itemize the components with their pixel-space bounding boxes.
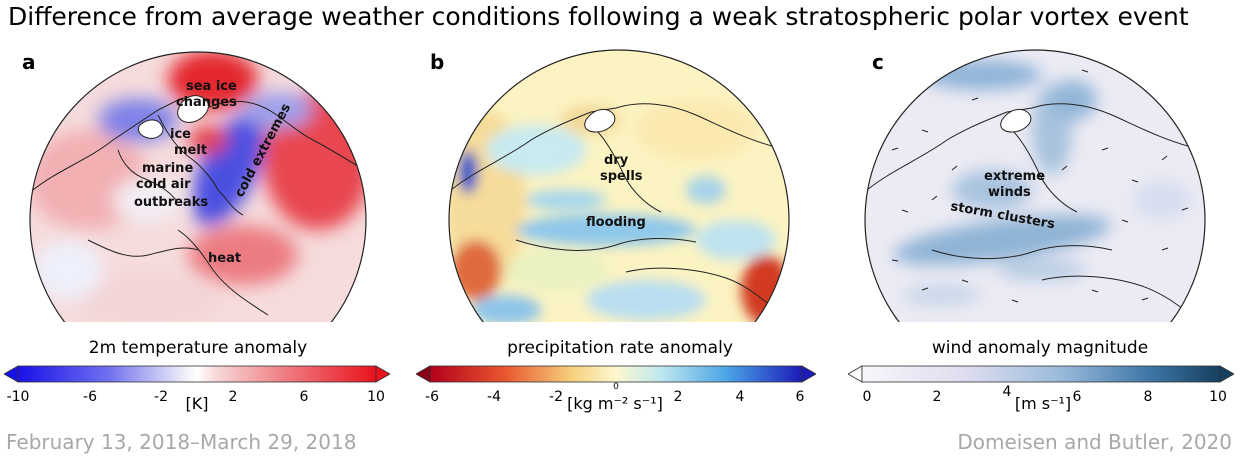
figure-title: Difference from average weather conditio… [8,2,1189,31]
tick-temperature: -2 [154,389,168,405]
annotation-dry: dry [604,153,629,168]
tick-precipitation: -6 [425,389,439,405]
units-temperature: [K] [185,394,209,413]
tick-precipitation: 2 [673,389,683,405]
wind-anomaly-map: extreme winds storm clusters [864,49,1206,322]
annotation-changes: changes [176,95,237,110]
colorbar-title-temperature: 2m temperature anomaly [88,338,308,358]
colorbar-wind [848,365,1234,383]
colorbar-temperature [4,365,390,383]
tick-wind: 4 [1002,384,1012,400]
annotation-cold-air: cold air [136,177,191,192]
annotation-flooding: flooding [586,215,646,230]
panel-label-a: a [22,50,36,74]
tick-precipitation: -2 [549,389,563,405]
tick-precipitation: 4 [735,389,745,405]
tick-temperature: 2 [228,389,238,405]
temperature-anomaly-map: sea ice changes ice melt cold extremes m… [29,51,367,322]
tick-temperature: 6 [299,389,309,405]
annotation-spells: spells [600,169,643,184]
annotation-ice: ice [170,127,191,142]
units-precipitation: [kg m⁻² s⁻¹] [567,394,663,413]
annotation-heat: heat [208,251,241,266]
tick-temperature: -10 [6,389,30,405]
colorbar-title-precipitation: precipitation rate anomaly [507,338,733,358]
tick-precipitation: -4 [487,389,501,405]
tick-temperature: 10 [367,389,385,405]
colorbar-title-wind: wind anomaly magnitude [931,338,1149,358]
annotation-sea-ice: sea ice [186,79,237,94]
tick-wind: 10 [1209,389,1227,405]
tick-precipitation: 0 [613,382,619,392]
credit: Domeisen and Butler, 2020 [957,430,1232,454]
annotation-outbreaks: outbreaks [134,195,208,210]
tick-wind: 8 [1143,389,1153,405]
tick-temperature: -6 [83,389,97,405]
tick-wind: 0 [862,389,872,405]
colorbar-precipitation [416,365,816,383]
panel-label-c: c [872,50,884,74]
annotation-melt: melt [174,143,207,158]
annotation-extreme: extreme [984,169,1045,184]
date-range: February 13, 2018–March 29, 2018 [6,430,357,454]
tick-wind: 2 [932,389,942,405]
tick-precipitation: 6 [795,389,805,405]
units-wind: [m s⁻¹] [1014,394,1072,413]
tick-wind: 6 [1072,389,1082,405]
annotation-winds: winds [988,185,1031,200]
precipitation-anomaly-map: dry spells flooding [448,49,790,322]
panel-label-b: b [430,50,445,74]
annotation-marine: marine [142,161,193,176]
